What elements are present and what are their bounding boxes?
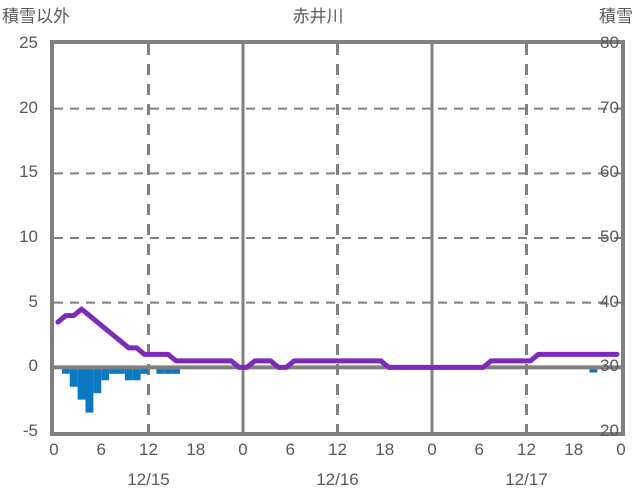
- plot-inner: [54, 44, 621, 432]
- y-axis-tick-left: 25: [19, 33, 38, 52]
- x-axis-tick: 18: [564, 440, 584, 459]
- precipitation-bar: [117, 367, 125, 374]
- x-axis-day-label: 12/16: [316, 470, 359, 489]
- precipitation-bar: [156, 367, 165, 374]
- x-axis-day-label: 12/17: [505, 470, 548, 489]
- x-axis-day-label: 12/15: [127, 470, 170, 489]
- y-axis-tick-right: 30: [600, 356, 619, 376]
- x-axis-tick: 0: [616, 440, 626, 459]
- x-axis-tick: 0: [49, 440, 59, 459]
- chart-title: 赤井川: [292, 7, 344, 26]
- precipitation-bar: [101, 367, 110, 381]
- y-axis-tick-left: -5: [22, 421, 38, 440]
- x-axis-tick: 12: [517, 440, 536, 459]
- y-axis-tick-left: 10: [19, 227, 38, 246]
- precipitation-bar: [132, 367, 141, 381]
- precipitation-bar: [164, 367, 173, 374]
- x-axis-tick: 6: [96, 440, 106, 459]
- y-axis-tick-right: 20: [600, 421, 619, 440]
- x-axis-tick: 6: [285, 440, 295, 459]
- precipitation-bar: [124, 367, 133, 381]
- precipitation-bar: [140, 367, 149, 374]
- x-axis-tick: 0: [427, 440, 437, 459]
- precipitation-bar: [589, 367, 598, 373]
- x-axis-tick: 18: [375, 440, 395, 459]
- precipitation-bar: [77, 367, 86, 400]
- precipitation-bar: [69, 367, 78, 387]
- x-axis-tick: 12: [328, 440, 347, 459]
- y-axis-tick-left: 20: [19, 97, 38, 117]
- precipitation-bar: [61, 367, 70, 374]
- y-axis-tick-right: 70: [600, 97, 619, 117]
- x-axis-tick: 12: [139, 440, 158, 459]
- x-axis-tick: 6: [474, 440, 484, 459]
- y-axis-tick-left: 0: [28, 356, 38, 376]
- y-axis-tick-right: 40: [600, 291, 619, 311]
- y-axis-tick-right: 80: [600, 33, 619, 52]
- chart-canvas: [54, 44, 621, 432]
- right-axis-label: 積雪: [599, 7, 633, 26]
- precipitation-bar: [109, 367, 117, 374]
- precipitation-bar: [172, 367, 180, 374]
- x-axis-tick: 18: [186, 440, 206, 459]
- plot-area: [50, 40, 625, 436]
- y-axis-tick-right: 60: [600, 162, 619, 182]
- x-axis-tick: 0: [238, 440, 248, 459]
- y-axis-tick-left: 15: [19, 162, 38, 182]
- snow-depth-line: [55, 306, 620, 370]
- precipitation-bar: [93, 367, 102, 394]
- precipitation-bar: [85, 367, 94, 413]
- y-axis-tick-right: 50: [600, 227, 619, 246]
- left-axis-label: 積雪以外: [2, 7, 70, 26]
- y-axis-tick-left: 5: [28, 291, 38, 311]
